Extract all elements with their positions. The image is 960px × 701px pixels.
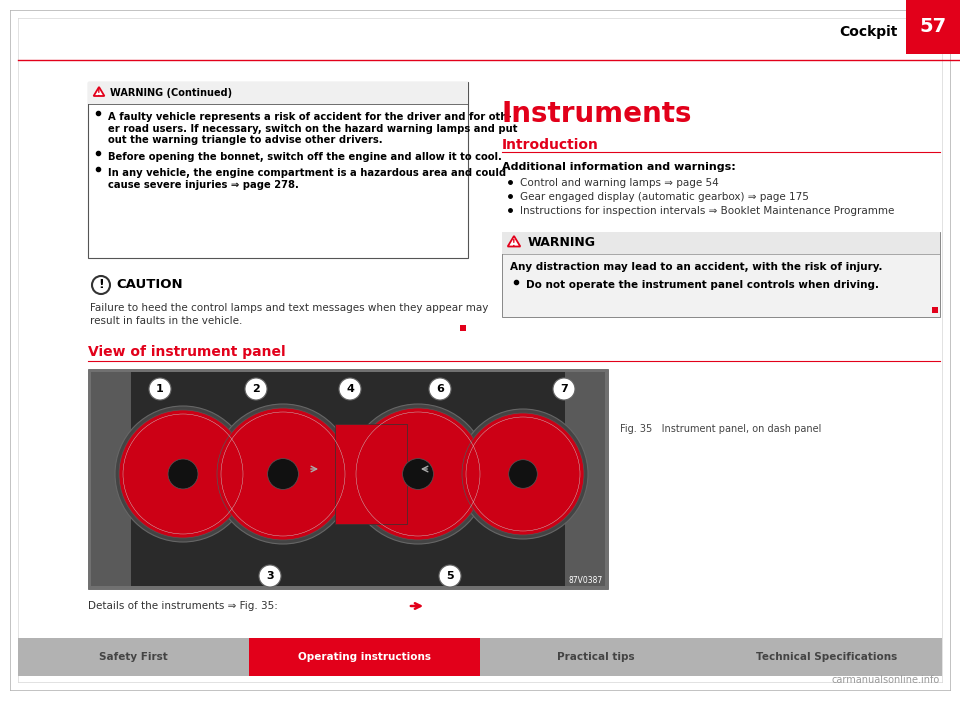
Text: er road users. If necessary, switch on the hazard warning lamps and put: er road users. If necessary, switch on t… bbox=[108, 123, 517, 133]
Circle shape bbox=[149, 378, 171, 400]
Bar bbox=[460, 325, 466, 331]
Polygon shape bbox=[93, 87, 105, 96]
Text: A faulty vehicle represents a risk of accident for the driver and for oth-: A faulty vehicle represents a risk of ac… bbox=[108, 112, 512, 122]
Text: Gear engaged display (automatic gearbox) ⇒ page 175: Gear engaged display (automatic gearbox)… bbox=[520, 192, 809, 202]
Text: 3: 3 bbox=[266, 571, 274, 581]
Text: Safety First: Safety First bbox=[99, 652, 168, 662]
Circle shape bbox=[115, 406, 251, 542]
Text: Before opening the bonnet, switch off the engine and allow it to cool.: Before opening the bonnet, switch off th… bbox=[108, 151, 502, 161]
Bar bbox=[906, 0, 960, 54]
Text: carmanualsonline.info: carmanualsonline.info bbox=[831, 675, 940, 685]
Text: cause severe injuries ⇒ page 278.: cause severe injuries ⇒ page 278. bbox=[108, 179, 299, 189]
Text: !: ! bbox=[98, 278, 104, 292]
Circle shape bbox=[168, 459, 198, 489]
Text: 57: 57 bbox=[920, 18, 947, 36]
Bar bbox=[932, 307, 938, 313]
Circle shape bbox=[348, 404, 488, 544]
Circle shape bbox=[339, 378, 361, 400]
FancyBboxPatch shape bbox=[502, 232, 940, 317]
Text: Failure to heed the control lamps and text messages when they appear may: Failure to heed the control lamps and te… bbox=[90, 303, 489, 313]
Text: 5: 5 bbox=[446, 571, 454, 581]
Circle shape bbox=[352, 408, 484, 540]
Text: Details of the instruments ⇒ Fig. 35:: Details of the instruments ⇒ Fig. 35: bbox=[88, 601, 277, 611]
Circle shape bbox=[213, 404, 353, 544]
Text: 2: 2 bbox=[252, 384, 260, 394]
Text: result in faults in the vehicle.: result in faults in the vehicle. bbox=[90, 316, 242, 326]
Text: 6: 6 bbox=[436, 384, 444, 394]
Circle shape bbox=[268, 458, 299, 489]
Circle shape bbox=[429, 378, 451, 400]
Text: Technical Specifications: Technical Specifications bbox=[756, 652, 898, 662]
Circle shape bbox=[119, 410, 247, 538]
Bar bbox=[18, 638, 942, 676]
Text: out the warning triangle to advise other drivers.: out the warning triangle to advise other… bbox=[108, 135, 383, 145]
Text: !: ! bbox=[97, 89, 101, 98]
Bar bbox=[502, 232, 940, 254]
Text: WARNING (Continued): WARNING (Continued) bbox=[110, 88, 232, 98]
Bar bbox=[88, 82, 468, 104]
Text: Instructions for inspection intervals ⇒ Booklet Maintenance Programme: Instructions for inspection intervals ⇒ … bbox=[520, 206, 895, 216]
Bar bbox=[88, 82, 468, 258]
Text: Cockpit: Cockpit bbox=[840, 25, 898, 39]
Bar bbox=[335, 424, 407, 524]
Text: Instruments: Instruments bbox=[502, 100, 692, 128]
Text: 7: 7 bbox=[560, 384, 568, 394]
Text: Control and warning lamps ⇒ page 54: Control and warning lamps ⇒ page 54 bbox=[520, 178, 719, 188]
Circle shape bbox=[217, 408, 349, 540]
Circle shape bbox=[458, 409, 588, 539]
Circle shape bbox=[553, 378, 575, 400]
Circle shape bbox=[402, 458, 433, 489]
Text: 4: 4 bbox=[346, 384, 354, 394]
Text: Fig. 35   Instrument panel, on dash panel: Fig. 35 Instrument panel, on dash panel bbox=[620, 424, 822, 434]
Text: Introduction: Introduction bbox=[502, 138, 599, 152]
Circle shape bbox=[259, 565, 281, 587]
Bar bbox=[565, 372, 605, 586]
Circle shape bbox=[509, 460, 538, 489]
Text: View of instrument panel: View of instrument panel bbox=[88, 345, 286, 359]
Polygon shape bbox=[508, 236, 520, 247]
Bar bbox=[249, 638, 480, 676]
Bar bbox=[88, 369, 608, 589]
Text: Operating instructions: Operating instructions bbox=[298, 652, 431, 662]
Circle shape bbox=[245, 378, 267, 400]
Text: 1: 1 bbox=[156, 384, 164, 394]
Text: !: ! bbox=[513, 239, 516, 248]
Text: CAUTION: CAUTION bbox=[116, 278, 182, 292]
Text: In any vehicle, the engine compartment is a hazardous area and could: In any vehicle, the engine compartment i… bbox=[108, 168, 506, 178]
Text: WARNING: WARNING bbox=[528, 236, 596, 250]
Circle shape bbox=[462, 413, 584, 535]
Bar bbox=[91, 372, 605, 586]
Circle shape bbox=[439, 565, 461, 587]
Text: Additional information and warnings:: Additional information and warnings: bbox=[502, 162, 735, 172]
Text: 87V0387: 87V0387 bbox=[568, 576, 603, 585]
Bar bbox=[91, 372, 131, 586]
Text: Do not operate the instrument panel controls when driving.: Do not operate the instrument panel cont… bbox=[526, 280, 879, 290]
Text: Any distraction may lead to an accident, with the risk of injury.: Any distraction may lead to an accident,… bbox=[510, 262, 882, 272]
Text: Practical tips: Practical tips bbox=[557, 652, 635, 662]
